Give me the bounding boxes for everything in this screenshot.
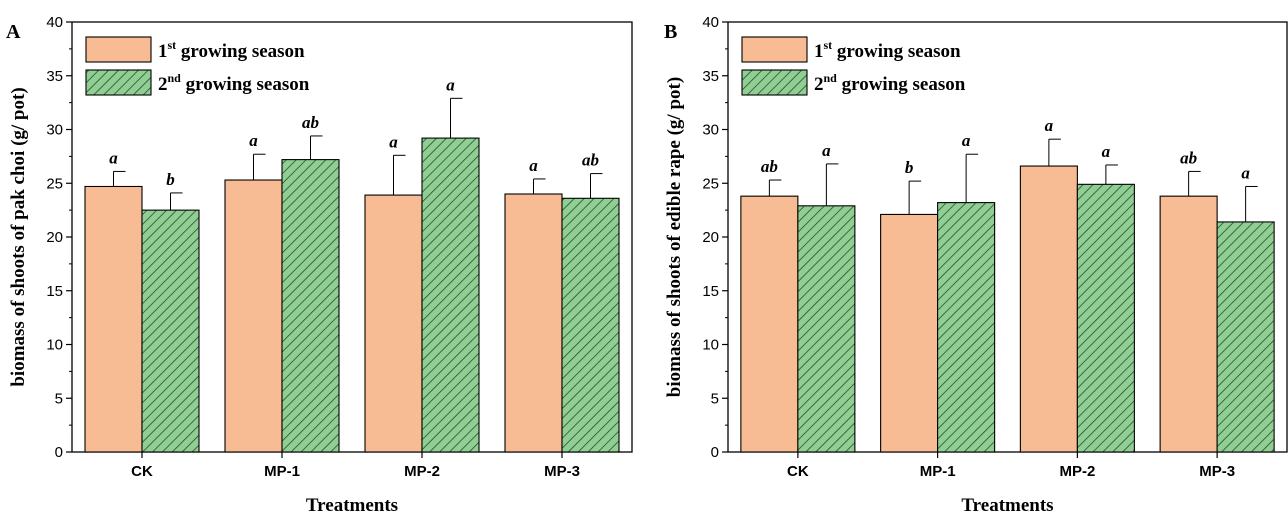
legend-swatch-1	[741, 36, 808, 63]
y-tick-label: 5	[711, 390, 719, 407]
y-tick-label: 15	[46, 283, 63, 300]
bar-series-1	[880, 213, 939, 453]
legend-label-2: 2nd growing season	[158, 71, 310, 95]
bar-series-1	[1159, 195, 1218, 453]
legend-ordinal: 2	[158, 74, 168, 95]
significance-label: a	[249, 131, 258, 150]
legend-superscript: nd	[168, 71, 182, 85]
significance-label: a	[962, 131, 971, 150]
legend-swatch-2	[85, 69, 152, 96]
panel-a: A 0 5 10 15 20 25 30 35 40 biomass of shoots of pa…	[6, 14, 633, 516]
significance-label: a	[822, 141, 831, 160]
legend-ordinal: 1	[814, 41, 824, 62]
x-tick-label: MP-1	[920, 463, 956, 480]
bar-series-2	[937, 202, 996, 453]
significance-label: b	[166, 170, 175, 189]
bar-series-2	[1216, 221, 1275, 453]
y-tick-label: 20	[46, 229, 63, 246]
x-axis-title: Treatments	[306, 495, 398, 516]
legend-text-rest: growing season	[837, 74, 966, 95]
legend-label-2: 2nd growing season	[814, 71, 966, 95]
legend-text-rest: growing season	[832, 41, 961, 62]
x-tick-label: MP-2	[1059, 463, 1095, 480]
bar-series-2	[141, 209, 200, 453]
panel-b: B 0 5 10 15 20 25 30 35 40 biomass of shoots of ed…	[664, 14, 1288, 516]
legend-superscript: st	[824, 38, 833, 52]
bar-series-1	[364, 194, 423, 453]
y-tick-label: 40	[46, 14, 63, 31]
y-axis-title: biomass of shoots of pak choi (g/ pot)	[8, 87, 29, 386]
y-tick-label: 0	[711, 444, 719, 461]
legend-label-1: 1st growing season	[158, 38, 305, 62]
bar-series-1	[1019, 165, 1078, 453]
legend-superscript: st	[168, 38, 177, 52]
bar-series-1	[84, 185, 143, 453]
legend-ordinal: 2	[814, 74, 824, 95]
significance-label: a	[1241, 163, 1250, 182]
bar-series-2	[561, 197, 620, 453]
significance-label: ab	[1180, 148, 1197, 167]
y-tick-label: 25	[46, 175, 63, 192]
bar-series-2	[281, 159, 340, 453]
y-tick-label: 30	[702, 122, 719, 139]
panel-label: A	[6, 21, 21, 43]
x-tick-label: CK	[787, 463, 809, 480]
y-tick-label: 10	[702, 337, 719, 354]
x-tick-label: MP-2	[404, 463, 440, 480]
y-tick-label: 25	[702, 175, 719, 192]
significance-label: a	[1102, 142, 1111, 161]
y-tick-label: 20	[702, 229, 719, 246]
bar-series-2	[421, 137, 480, 453]
significance-label: a	[529, 156, 538, 175]
bar-series-1	[740, 195, 799, 453]
legend-label-1: 1st growing season	[814, 38, 961, 62]
legend-text-rest: growing season	[176, 41, 305, 62]
x-tick-label: CK	[131, 463, 153, 480]
y-tick-label: 30	[46, 122, 63, 139]
bar-series-1	[224, 179, 283, 453]
legend-swatch-2	[741, 69, 808, 96]
significance-label: ab	[302, 113, 319, 132]
y-tick-label: 10	[46, 337, 63, 354]
panel-label: B	[664, 21, 677, 43]
significance-label: a	[446, 75, 455, 94]
bar-series-2	[797, 205, 856, 453]
y-tick-label: 0	[55, 444, 63, 461]
x-tick-label: MP-3	[1199, 463, 1235, 480]
y-axis-title: biomass of shoots of edible rape (g/ pot…	[664, 77, 685, 397]
bar-series-1	[504, 193, 563, 453]
y-tick-label: 35	[702, 68, 719, 85]
significance-label: ab	[761, 157, 778, 176]
legend-superscript: nd	[824, 71, 838, 85]
legend-ordinal: 1	[158, 41, 168, 62]
significance-label: a	[109, 148, 118, 167]
bar-series-2	[1076, 183, 1135, 453]
legend-text-rest: growing season	[181, 74, 310, 95]
y-tick-label: 5	[55, 390, 63, 407]
significance-label: a	[389, 132, 398, 151]
y-tick-label: 35	[46, 68, 63, 85]
y-tick-label: 40	[702, 14, 719, 31]
significance-label: a	[1045, 116, 1054, 135]
x-axis-title: Treatments	[961, 495, 1053, 516]
x-tick-label: MP-3	[544, 463, 580, 480]
x-tick-label: MP-1	[264, 463, 300, 480]
legend-swatch-1	[85, 36, 152, 63]
y-tick-label: 15	[702, 283, 719, 300]
significance-label: b	[905, 158, 914, 177]
significance-label: ab	[582, 151, 599, 170]
